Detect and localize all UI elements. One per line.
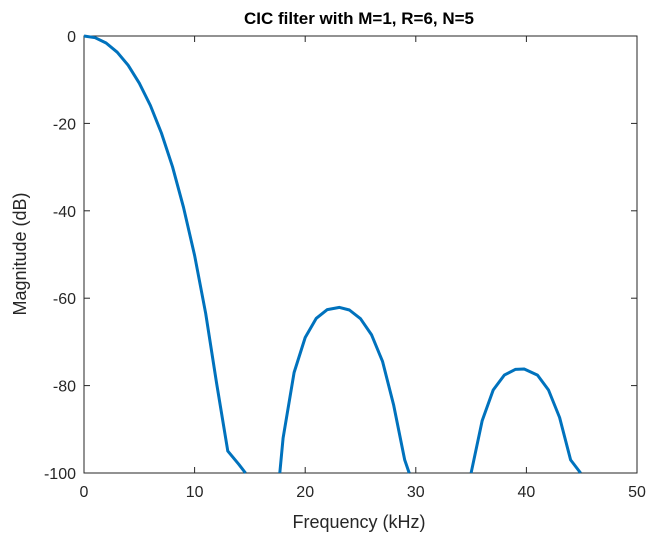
chart-title: CIC filter with M=1, R=6, N=5 [244, 9, 474, 28]
series-line-lobe-3 [469, 367, 582, 474]
x-tick-label: 20 [296, 484, 314, 501]
y-tick-label: -20 [53, 116, 76, 133]
x-tick-label: 10 [186, 484, 204, 501]
y-tick-label: -100 [44, 466, 76, 483]
y-axis: 0 -20 -40 -60 -80 -100 [44, 29, 637, 483]
y-tick-label: 0 [67, 29, 76, 46]
plot-frame [83, 35, 638, 474]
x-axis: 0 10 20 30 40 50 [80, 36, 646, 501]
series-line-lobe-2 [278, 305, 411, 474]
plot-area: 0 10 20 30 40 50 0 -20 -40 -60 -80 -100 [44, 29, 646, 501]
x-tick-label: 0 [80, 484, 89, 501]
x-tick-label: 50 [628, 484, 646, 501]
y-tick-label: -60 [53, 291, 76, 308]
x-tick-label: 30 [407, 484, 425, 501]
y-axis-label: Magnitude (dB) [10, 192, 30, 315]
x-axis-label: Frequency (kHz) [292, 512, 425, 532]
y-tick-label: -40 [53, 204, 76, 221]
series-line-lobe-1 [83, 34, 247, 474]
series-layer [83, 34, 582, 474]
y-tick-label: -80 [53, 379, 76, 396]
x-tick-label: 40 [518, 484, 536, 501]
